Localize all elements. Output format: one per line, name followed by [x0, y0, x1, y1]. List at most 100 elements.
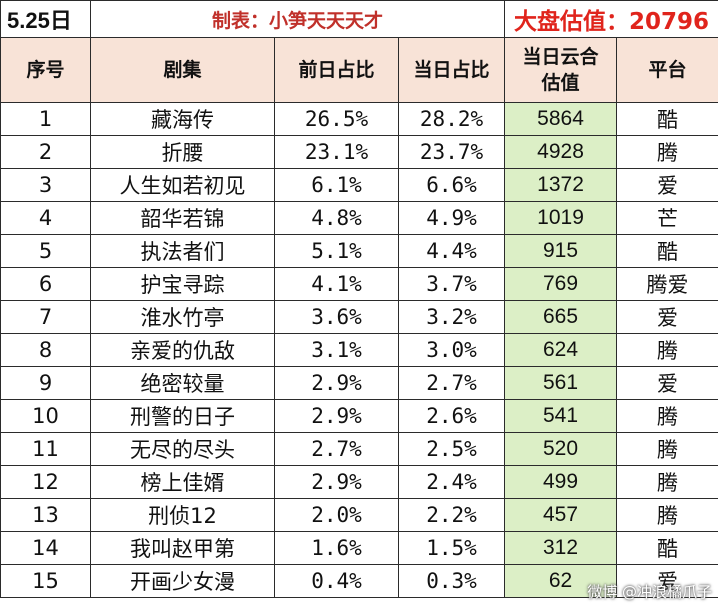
today-share-cell: 2.2% [397, 498, 506, 532]
today-share-cell: 2.6% [397, 399, 506, 433]
table-row: 3 人生如若初见 6.1% 6.6% 1372 爱 [0, 168, 718, 202]
table-row: 8 亲爱的仇敌 3.1% 3.0% 624 腾 [0, 333, 718, 367]
today-share-cell: 2.5% [397, 432, 506, 466]
row-number-cell: 12 [0, 465, 91, 499]
table-row: 12 榜上佳婿 2.9% 2.4% 499 腾 [0, 465, 718, 499]
platform-cell: 腾 [616, 135, 718, 169]
today-share-cell: 3.2% [397, 300, 506, 334]
row-number-cell: 9 [0, 366, 91, 400]
row-number-cell: 13 [0, 498, 91, 532]
watermark: 微博 @冲浪橘爪子 [587, 583, 712, 601]
market-estimate: 大盘估值：20796 [504, 0, 718, 38]
row-number-cell: 5 [0, 234, 91, 268]
prev-share-cell: 2.9% [274, 366, 399, 400]
platform-cell: 腾 [616, 498, 718, 532]
drama-name-cell: 藏海传 [90, 102, 275, 136]
row-number-cell: 6 [0, 267, 91, 301]
drama-name-cell: 绝密较量 [90, 366, 275, 400]
platform-cell: 腾 [616, 465, 718, 499]
table-row: 9 绝密较量 2.9% 2.7% 561 爱 [0, 366, 718, 400]
cloud-estimate-cell: 520 [504, 432, 618, 466]
drama-name-cell: 折腰 [90, 135, 275, 169]
row-number-cell: 7 [0, 300, 91, 334]
platform-cell: 酷 [616, 234, 718, 268]
cloud-estimate-cell: 457 [504, 498, 618, 532]
header-name: 剧集 [90, 37, 275, 103]
today-share-cell: 2.4% [397, 465, 506, 499]
row-number-cell: 10 [0, 399, 91, 433]
platform-cell: 腾爱 [616, 267, 718, 301]
today-share-cell: 4.4% [397, 234, 506, 268]
table-row: 14 我叫赵甲第 1.6% 1.5% 312 酷 [0, 531, 718, 565]
today-share-cell: 1.5% [397, 531, 506, 565]
prev-share-cell: 2.7% [274, 432, 399, 466]
prev-share-cell: 26.5% [274, 102, 399, 136]
table-row: 2 折腰 23.1% 23.7% 4928 腾 [0, 135, 718, 169]
platform-cell: 芒 [616, 201, 718, 235]
cloud-estimate-cell: 665 [504, 300, 618, 334]
platform-cell: 酷 [616, 102, 718, 136]
header-today-share: 当日占比 [397, 37, 506, 103]
table-row: 13 刑侦12 2.0% 2.2% 457 腾 [0, 498, 718, 532]
cloud-estimate-cell: 5864 [504, 102, 618, 136]
row-number-cell: 8 [0, 333, 91, 367]
row-number-cell: 3 [0, 168, 91, 202]
cloud-estimate-cell: 1019 [504, 201, 618, 235]
row-number-cell: 14 [0, 531, 91, 565]
drama-name-cell: 人生如若初见 [90, 168, 275, 202]
table-row: 6 护宝寻踪 4.1% 3.7% 769 腾爱 [0, 267, 718, 301]
cloud-estimate-cell: 624 [504, 333, 618, 367]
prev-share-cell: 4.8% [274, 201, 399, 235]
header-platform: 平台 [616, 37, 718, 103]
platform-cell: 腾 [616, 333, 718, 367]
cloud-estimate-cell: 561 [504, 366, 618, 400]
drama-name-cell: 刑警的日子 [90, 399, 275, 433]
drama-name-cell: 亲爱的仇敌 [90, 333, 275, 367]
drama-name-cell: 刑侦12 [90, 498, 275, 532]
drama-name-cell: 开画少女漫 [90, 564, 275, 598]
platform-cell: 腾 [616, 432, 718, 466]
prev-share-cell: 3.6% [274, 300, 399, 334]
cloud-estimate-cell: 312 [504, 531, 618, 565]
cloud-estimate-cell: 499 [504, 465, 618, 499]
cloud-estimate-cell: 915 [504, 234, 618, 268]
platform-cell: 腾 [616, 399, 718, 433]
header-cloud-estimate: 当日云合 估值 [504, 37, 618, 103]
cloud-estimate-cell: 1372 [504, 168, 618, 202]
table-row: 15 开画少女漫 0.4% 0.3% 62 爱 [0, 564, 718, 598]
today-share-cell: 4.9% [397, 201, 506, 235]
cloud-estimate-cell: 541 [504, 399, 618, 433]
row-number-cell: 4 [0, 201, 91, 235]
header-prev-share: 前日占比 [274, 37, 399, 103]
platform-cell: 爱 [616, 168, 718, 202]
drama-name-cell: 护宝寻踪 [90, 267, 275, 301]
drama-name-cell: 我叫赵甲第 [90, 531, 275, 565]
drama-name-cell: 无尽的尽头 [90, 432, 275, 466]
row-number-cell: 2 [0, 135, 91, 169]
row-number-cell: 11 [0, 432, 91, 466]
today-share-cell: 3.7% [397, 267, 506, 301]
table-row: 11 无尽的尽头 2.7% 2.5% 520 腾 [0, 432, 718, 466]
header-no: 序号 [0, 37, 91, 103]
row-number-cell: 15 [0, 564, 91, 598]
prev-share-cell: 2.0% [274, 498, 399, 532]
cloud-estimate-cell: 62 [504, 564, 618, 598]
prev-share-cell: 0.4% [274, 564, 399, 598]
prev-share-cell: 5.1% [274, 234, 399, 268]
prev-share-cell: 4.1% [274, 267, 399, 301]
date-label: 5.25日 [0, 0, 91, 38]
header-row: 序号 剧集 前日占比 当日占比 当日云合 估值 平台 [0, 37, 718, 103]
drama-name-cell: 淮水竹亭 [90, 300, 275, 334]
prev-share-cell: 1.6% [274, 531, 399, 565]
table-row: 4 韶华若锦 4.8% 4.9% 1019 芒 [0, 201, 718, 235]
platform-cell: 爱 [616, 366, 718, 400]
cloud-estimate-cell: 4928 [504, 135, 618, 169]
today-share-cell: 3.0% [397, 333, 506, 367]
table-row: 1 藏海传 26.5% 28.2% 5864 酷 [0, 102, 718, 136]
today-share-cell: 6.6% [397, 168, 506, 202]
table-row: 5 执法者们 5.1% 4.4% 915 酷 [0, 234, 718, 268]
today-share-cell: 28.2% [397, 102, 506, 136]
title-row: 5.25日 制表：小笋天天天才 大盘估值：20796 [0, 0, 718, 38]
